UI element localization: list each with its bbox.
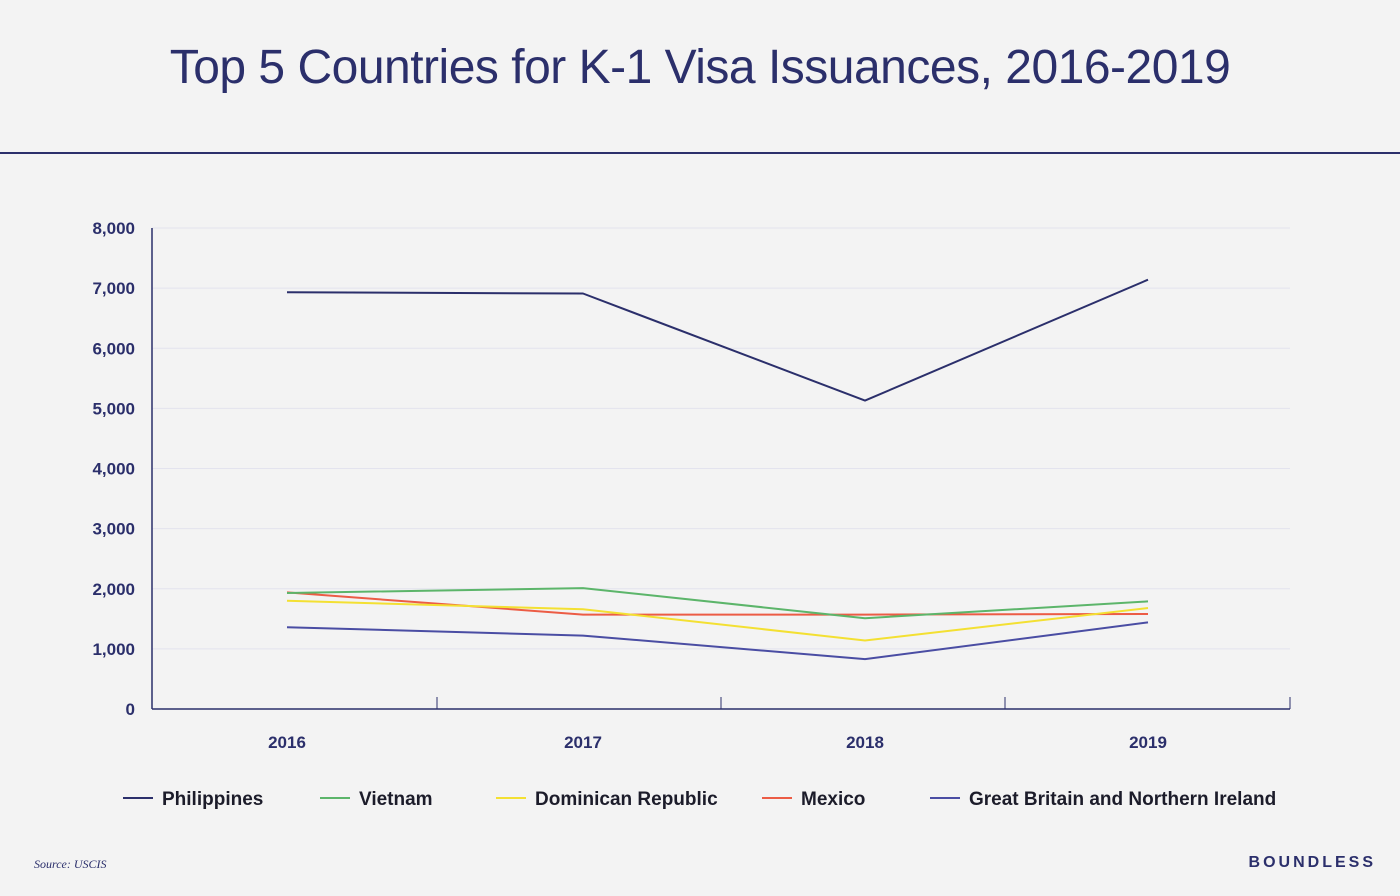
legend-label: Great Britain and Northern Ireland: [969, 789, 1276, 810]
y-tick-label: 8,000: [92, 219, 135, 238]
y-tick-label: 3,000: [92, 520, 135, 539]
y-tick-label: 1,000: [92, 640, 135, 659]
brand-logo: BOUNDLESS: [1248, 854, 1376, 871]
legend-label: Vietnam: [359, 789, 433, 810]
x-tick-label: 2016: [268, 733, 306, 752]
y-tick-label: 5,000: [92, 399, 135, 418]
chart-title: Top 5 Countries for K-1 Visa Issuances, …: [169, 41, 1231, 94]
source-note: Source: USCIS: [34, 857, 107, 871]
series-line: [286, 599, 1149, 642]
y-tick-label: 7,000: [92, 279, 135, 298]
series-line: [286, 621, 1149, 661]
series-line: [286, 587, 1149, 620]
x-tick-label: 2018: [846, 733, 884, 752]
x-tick-label: 2017: [564, 733, 602, 752]
y-tick-label: 2,000: [92, 580, 135, 599]
y-tick-label: 6,000: [92, 339, 135, 358]
series-line: [286, 278, 1149, 402]
legend-label: Mexico: [801, 789, 865, 810]
legend-label: Dominican Republic: [535, 789, 718, 810]
legend-label: Philippines: [162, 789, 263, 810]
title-divider: [0, 152, 1400, 154]
y-tick-label: 4,000: [92, 460, 135, 479]
x-tick-label: 2019: [1129, 733, 1167, 752]
series-line: [286, 591, 1149, 616]
y-tick-label: 0: [126, 700, 135, 719]
